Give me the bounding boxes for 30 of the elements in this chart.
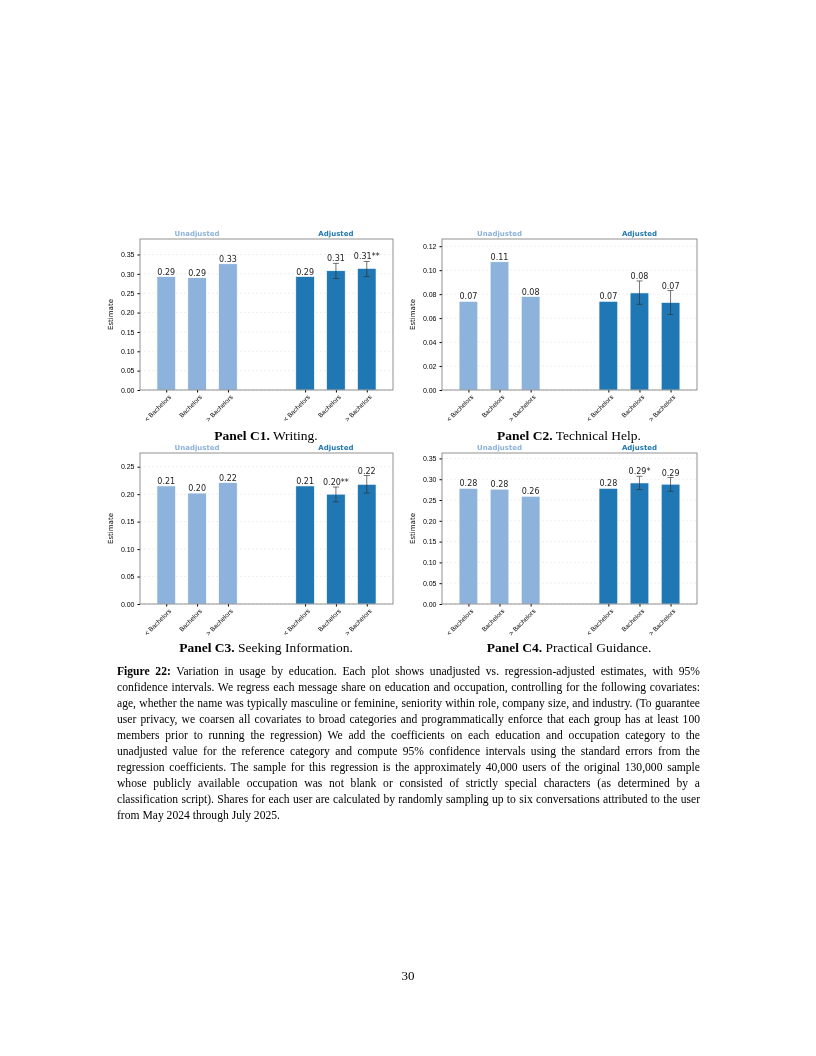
data-label: 0.20** bbox=[323, 478, 349, 488]
text: Panel C4. Practical Guidance. bbox=[486, 640, 652, 655]
data-label: 0.20 bbox=[188, 484, 206, 494]
data-label: 0.07 bbox=[599, 292, 618, 302]
data-label: 0.07 bbox=[459, 292, 478, 302]
data-label: 0.22 bbox=[357, 466, 376, 476]
data-label: 0.29 bbox=[188, 268, 206, 278]
data-label: 0.31 bbox=[327, 254, 345, 264]
data-label: 0.28 bbox=[490, 480, 509, 490]
text: Figure 22: Variation in usage by education. Each plot shows unadjusted vs. regression-adjusted estimates, with 95% confidence intervals. We regress each message share on education and occupation, controlling for the following covariates: age, whether the name was typically masculine or feminine, seniority within role, company size, and industry. (To guarantee user privacy, we coarsen all covariates to broad categories and programmatically enforce that each group has at least 100 members prior to running the regression) We add the coefficients on each education and occupation category to the unadjusted value for the reference category and compute 95% confidence intervals using the standard errors from the regression coefficients. The sample for this regression is the approximately 40,000 users of the original 130,000 sample whose publicly available occupation was not blank or consisted of strictly special characters (as determined by a classification script). Shares for each user are calculated by randomly sampling up to six conversations attributed to the user from May 2024 through July 2025. bbox=[117, 665, 701, 822]
data-label: 0.28 bbox=[459, 479, 478, 489]
text: 30 bbox=[400, 968, 416, 984]
text: Panel C3. Seeking Information. bbox=[179, 640, 353, 655]
data-label: 0.28 bbox=[599, 479, 618, 489]
data-label: 0.26 bbox=[521, 487, 540, 497]
text: Panel C1. Writing. bbox=[214, 428, 318, 443]
data-label: 0.07 bbox=[661, 281, 680, 291]
data-label: 0.29 bbox=[157, 267, 176, 277]
data-label: 0.29* bbox=[628, 467, 651, 477]
data-label: 0.29 bbox=[661, 468, 680, 478]
data-label: 0.08 bbox=[521, 287, 540, 297]
data-label: 0.11 bbox=[490, 252, 509, 262]
text: Panel C2. Technical Help. bbox=[497, 428, 641, 443]
data-label: 0.21 bbox=[157, 476, 176, 486]
data-label: 0.31** bbox=[353, 252, 380, 262]
data-label: 0.21 bbox=[296, 476, 314, 486]
data-label: 0.29 bbox=[296, 267, 314, 277]
data-label: 0.22 bbox=[219, 473, 237, 483]
data-label: 0.33 bbox=[219, 254, 237, 264]
data-label: 0.08 bbox=[630, 271, 649, 281]
